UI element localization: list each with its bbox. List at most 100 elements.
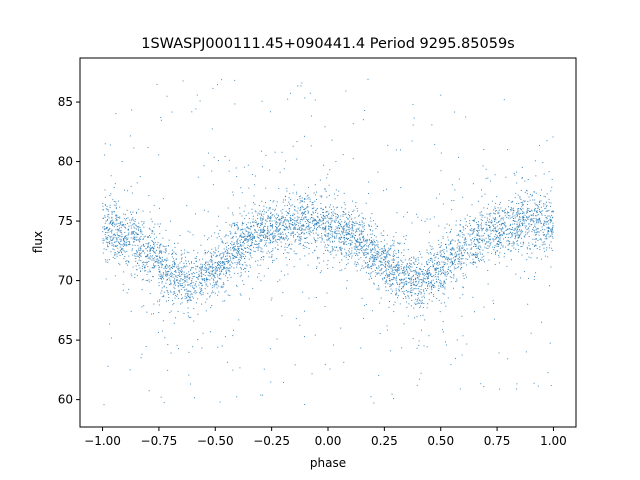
data-point — [330, 222, 332, 224]
data-point — [368, 224, 370, 226]
data-point — [249, 239, 251, 241]
data-point — [439, 252, 441, 254]
data-point — [536, 231, 538, 233]
data-point — [161, 265, 163, 267]
data-point — [276, 216, 278, 218]
data-point — [498, 232, 500, 234]
data-point — [149, 271, 151, 273]
data-point — [128, 225, 130, 227]
data-point — [314, 238, 316, 240]
data-point — [306, 246, 308, 248]
data-point — [287, 239, 289, 241]
data-point — [290, 234, 292, 236]
data-point — [492, 238, 494, 240]
data-point — [139, 267, 141, 269]
data-point — [219, 253, 221, 255]
data-point — [403, 323, 405, 325]
data-point — [286, 264, 288, 266]
data-point — [346, 287, 348, 289]
data-point — [263, 230, 265, 232]
data-point — [527, 217, 529, 219]
data-point — [260, 229, 262, 231]
data-point — [167, 273, 169, 275]
data-point — [452, 249, 454, 251]
data-point — [327, 220, 329, 222]
data-point — [342, 227, 344, 229]
data-point — [197, 277, 199, 279]
data-point — [265, 235, 267, 237]
data-point — [158, 304, 160, 306]
data-point — [203, 165, 205, 167]
data-point — [504, 226, 506, 228]
data-point — [303, 229, 305, 231]
data-point — [109, 195, 111, 197]
data-point — [301, 232, 303, 234]
data-point — [260, 394, 262, 396]
data-point — [548, 231, 550, 233]
data-point — [326, 215, 328, 217]
data-point — [299, 233, 301, 235]
data-point — [245, 264, 247, 266]
data-point — [371, 257, 373, 259]
data-point — [482, 165, 484, 167]
data-point — [283, 253, 285, 254]
data-point — [186, 300, 188, 301]
data-point — [270, 223, 271, 224]
data-point — [384, 265, 386, 267]
data-point — [130, 227, 132, 229]
data-point — [552, 237, 554, 239]
data-point — [410, 278, 412, 280]
data-point — [131, 248, 133, 250]
data-point — [238, 261, 240, 263]
data-point — [268, 217, 270, 219]
data-point — [370, 250, 372, 252]
data-point — [475, 254, 477, 256]
data-point — [206, 271, 207, 273]
data-point — [208, 268, 210, 270]
data-point — [273, 237, 275, 239]
data-point — [237, 248, 239, 250]
data-point — [158, 260, 160, 262]
data-point — [374, 270, 376, 272]
data-point — [161, 290, 163, 292]
data-point — [213, 156, 215, 158]
data-point — [502, 245, 504, 247]
data-point — [408, 259, 410, 261]
data-point — [142, 278, 144, 280]
data-point — [114, 235, 116, 237]
data-point — [254, 184, 256, 186]
data-point — [517, 234, 519, 236]
data-point — [232, 329, 234, 331]
data-point — [225, 234, 227, 236]
data-point — [241, 236, 243, 238]
data-point — [357, 263, 359, 265]
data-point — [224, 258, 226, 260]
data-point — [347, 218, 349, 220]
data-point — [257, 260, 259, 262]
data-point — [392, 268, 394, 270]
data-point — [454, 358, 456, 360]
data-point — [257, 234, 259, 236]
data-point — [371, 213, 373, 215]
data-point — [307, 186, 309, 188]
data-point — [546, 227, 548, 229]
data-point — [113, 221, 114, 223]
data-point — [107, 236, 109, 238]
data-point — [384, 239, 386, 241]
data-point — [342, 215, 344, 217]
data-point — [551, 247, 553, 249]
data-point — [369, 239, 371, 241]
data-point — [244, 205, 246, 207]
data-point — [163, 295, 165, 297]
data-point — [247, 226, 249, 228]
data-point — [139, 226, 141, 228]
data-point — [440, 253, 442, 255]
data-point — [183, 286, 185, 288]
data-point — [309, 227, 311, 229]
data-point — [392, 239, 394, 241]
data-point — [163, 251, 165, 253]
data-point — [159, 258, 161, 260]
data-point — [218, 264, 220, 266]
data-point — [442, 286, 444, 288]
data-point — [128, 288, 130, 290]
